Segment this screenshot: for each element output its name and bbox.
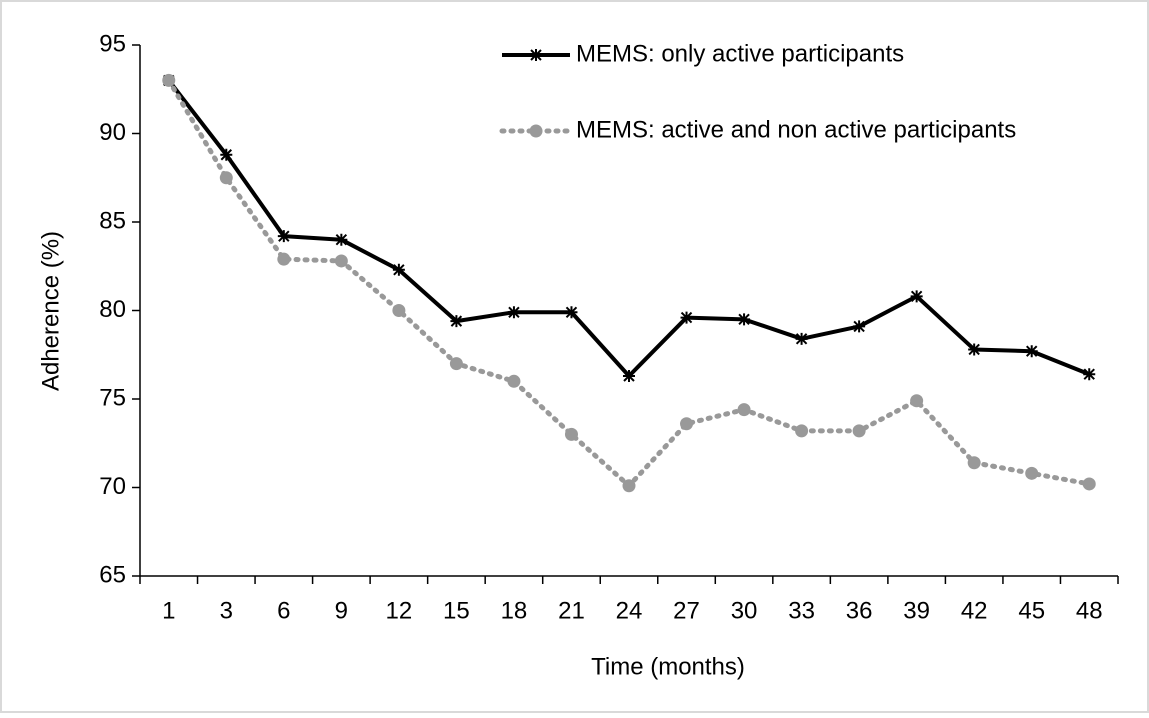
- point: [795, 424, 809, 438]
- y-tick-label: 70: [99, 473, 126, 500]
- legend-label: MEMS: only active participants: [576, 40, 904, 67]
- x-tick-label: 12: [386, 597, 413, 624]
- x-tick-label: 42: [961, 597, 988, 624]
- point: [910, 290, 923, 303]
- x-tick-label: 33: [788, 597, 815, 624]
- x-tick-label: 1: [162, 597, 175, 624]
- point: [507, 374, 521, 388]
- point: [680, 417, 694, 431]
- point: [852, 424, 866, 438]
- x-tick-label: 9: [335, 597, 348, 624]
- point: [795, 332, 808, 345]
- y-tick-label: 85: [99, 207, 126, 234]
- point: [853, 320, 866, 333]
- y-tick-label: 90: [99, 119, 126, 146]
- point: [1083, 368, 1096, 381]
- point: [507, 306, 520, 319]
- point: [450, 315, 463, 328]
- y-tick-label: 80: [99, 296, 126, 323]
- point: [334, 254, 348, 268]
- x-tick-label: 39: [903, 597, 930, 624]
- x-tick-label: 45: [1018, 597, 1045, 624]
- point: [680, 311, 693, 324]
- x-tick-label: 18: [501, 597, 528, 624]
- y-tick-label: 95: [99, 30, 126, 57]
- y-axis-label: Adherence (%): [37, 231, 64, 391]
- point: [968, 343, 981, 356]
- point: [565, 306, 578, 319]
- y-tick-label: 65: [99, 561, 126, 588]
- point: [219, 171, 233, 185]
- point: [449, 357, 463, 371]
- x-tick-label: 15: [443, 597, 470, 624]
- x-tick-label: 21: [558, 597, 585, 624]
- point: [335, 233, 348, 246]
- x-tick-label: 6: [277, 597, 290, 624]
- point: [738, 313, 751, 326]
- x-tick-label: 48: [1076, 597, 1103, 624]
- point: [623, 369, 635, 382]
- x-tick-label: 36: [846, 597, 873, 624]
- point: [220, 148, 233, 161]
- point: [967, 456, 981, 470]
- point: [1025, 466, 1039, 480]
- point: [392, 263, 405, 276]
- x-tick-label: 3: [220, 597, 233, 624]
- point: [529, 124, 543, 138]
- legend-label: MEMS: active and non active participants: [576, 116, 1016, 143]
- point: [564, 427, 578, 441]
- point: [1082, 477, 1096, 491]
- point: [392, 304, 406, 317]
- x-axis-label: Time (months): [591, 653, 745, 680]
- point: [1025, 345, 1038, 358]
- point: [530, 49, 542, 61]
- point: [622, 479, 636, 493]
- point: [910, 394, 924, 408]
- y-tick-label: 75: [99, 384, 126, 411]
- x-tick-label: 24: [616, 597, 643, 624]
- x-tick-label: 27: [673, 597, 700, 624]
- point: [737, 403, 751, 417]
- x-tick-label: 30: [731, 597, 758, 624]
- point: [277, 252, 291, 266]
- point: [162, 73, 176, 87]
- point: [277, 230, 290, 243]
